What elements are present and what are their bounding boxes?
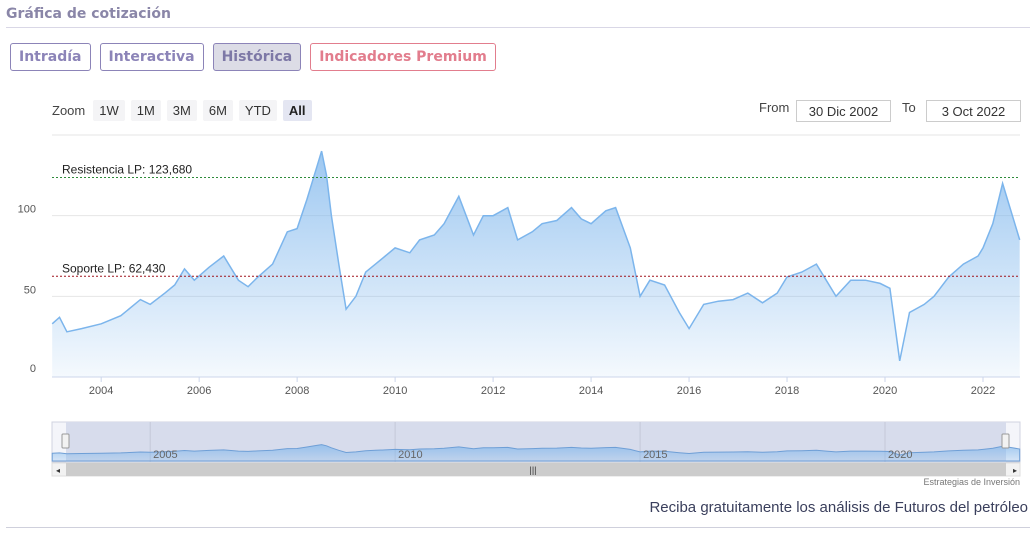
to-label: To <box>902 100 916 115</box>
navigator-area <box>51 444 1021 462</box>
from-label: From <box>759 100 790 115</box>
navigator-tick-label: 2020 <box>888 449 912 461</box>
zoom-3m-button[interactable]: 3M <box>166 100 197 121</box>
scrollbar-grip-icon[interactable]: ||| <box>529 465 536 475</box>
zoom-label: Zoom <box>52 103 86 118</box>
resistance-label: Resistencia LP: 123,680 <box>62 162 192 176</box>
tab-indicadores-premium[interactable]: Indicadores Premium <box>310 43 496 71</box>
tab-historica[interactable]: Histórica <box>212 43 302 71</box>
x-tick-label: 2022 <box>971 385 995 397</box>
x-tick-label: 2014 <box>579 385 603 397</box>
from-date-input[interactable]: 30 Dic 2002 <box>796 100 891 122</box>
x-tick-label: 2016 <box>677 385 701 397</box>
to-date-input[interactable]: 3 Oct 2022 <box>926 100 1021 122</box>
x-tick-label: 2008 <box>285 385 309 397</box>
price-line <box>51 150 1021 362</box>
zoom-ytd-button[interactable]: YTD <box>238 100 277 121</box>
section-title: Gráfica de cotización <box>6 6 171 22</box>
x-tick-label: 2004 <box>89 385 113 397</box>
price-area <box>52 151 1020 377</box>
x-tick-label: 2020 <box>873 385 897 397</box>
title-divider <box>6 27 1030 28</box>
chart-tabs: Intradía Interactiva Histórica Indicador… <box>10 43 496 71</box>
y-tick-label: 100 <box>18 204 36 216</box>
scrollbar-thumb[interactable] <box>66 463 1006 476</box>
zoom-bar: Zoom 1W 1M 3M 6M YTD All <box>52 100 312 121</box>
bottom-divider <box>6 527 1030 528</box>
y-tick-label: 50 <box>24 284 36 296</box>
navigator-tick-label: 2015 <box>643 449 667 461</box>
navigator-tick-label: 2005 <box>153 449 177 461</box>
promo-text[interactable]: Reciba gratuitamente los análisis de Fut… <box>649 499 1028 516</box>
navigator[interactable]: 2005 2010 2015 2020 <box>51 421 1021 463</box>
support-label: Soporte LP: 62,430 <box>62 261 166 275</box>
scroll-left-arrow-icon[interactable]: ◂ <box>56 466 60 475</box>
tab-interactiva[interactable]: Interactiva <box>99 43 204 71</box>
x-tick-label: 2010 <box>383 385 407 397</box>
y-tick-label: 0 <box>30 363 36 375</box>
zoom-6m-button[interactable]: 6M <box>202 100 233 121</box>
navigator-left-handle[interactable] <box>61 433 70 449</box>
zoom-1m-button[interactable]: 1M <box>130 100 161 121</box>
x-tick-label: 2006 <box>187 385 211 397</box>
chart-credit: Estrategias de Inversión <box>923 477 1020 487</box>
zoom-1w-button[interactable]: 1W <box>93 100 125 121</box>
scrollbar[interactable]: ||| ◂ ▸ <box>51 462 1021 477</box>
scroll-right-arrow-icon[interactable]: ▸ <box>1013 466 1017 475</box>
tab-intradia[interactable]: Intradía <box>10 43 91 71</box>
x-tick-label: 2018 <box>775 385 799 397</box>
navigator-tick-label: 2010 <box>398 449 422 461</box>
navigator-right-handle[interactable] <box>1001 433 1010 449</box>
zoom-all-button[interactable]: All <box>282 100 312 121</box>
x-tick-label: 2012 <box>481 385 505 397</box>
